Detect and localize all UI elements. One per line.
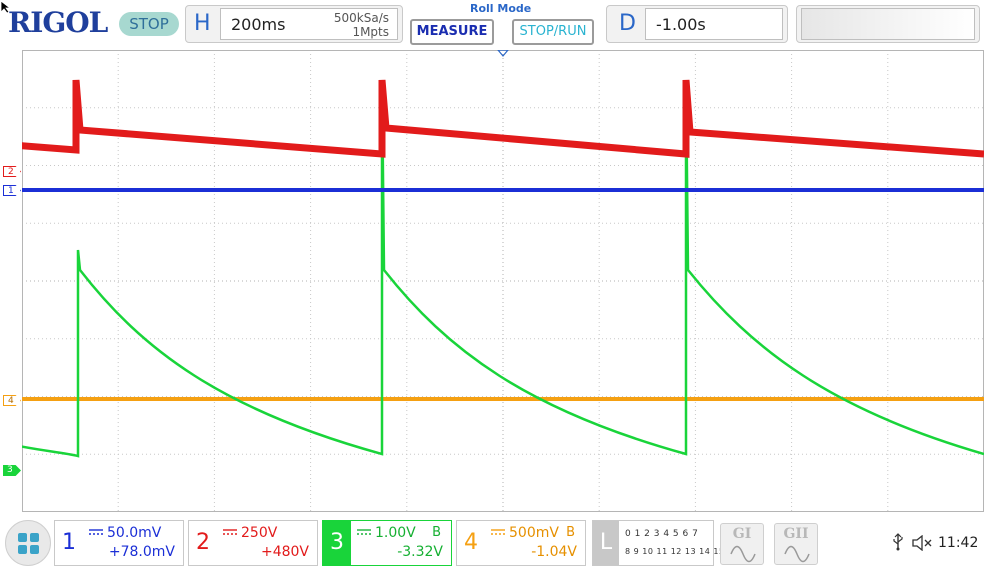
ch1-number: 1 — [62, 530, 76, 555]
system-clock: 11:42 — [938, 535, 979, 551]
logic-channels-row1: 0 1 2 3 4 5 6 7 — [625, 529, 699, 539]
ch3-scale: 1.00V — [375, 525, 416, 541]
delay-letter: D — [619, 11, 636, 36]
delay-panel[interactable]: D -1.00s — [606, 5, 788, 43]
dc-coupling-icon — [89, 529, 103, 535]
ch1-scale: 50.0mV — [107, 525, 162, 541]
graticule — [22, 50, 984, 512]
ch2-trace — [22, 79, 984, 158]
timebase-value: 200ms — [231, 15, 286, 34]
ch1-panel[interactable]: 1 50.0mV +78.0mV — [54, 520, 184, 566]
acquire-mode-label: Roll Mode — [470, 2, 532, 15]
speaker-muted-icon[interactable] — [912, 535, 934, 551]
ch4-offset: -1.04V — [531, 544, 577, 560]
logic-channels-row2: 8 9 10 11 12 13 14 15 — [625, 547, 725, 556]
generator-1-button[interactable]: GI — [720, 523, 764, 565]
delay-value: -1.00s — [656, 15, 706, 34]
ch3-marker[interactable]: 3 — [3, 465, 21, 476]
dc-coupling-icon — [357, 529, 371, 535]
ch4-panel[interactable]: 4 500mV B -1.04V — [456, 520, 586, 566]
top-status-bar: RIGOL STOP H 200ms 500kSa/s 1Mpts Roll M… — [0, 0, 984, 48]
usb-icon — [893, 533, 903, 551]
grid-menu-icon — [18, 533, 39, 554]
sample-rate: 500kSa/s — [333, 11, 389, 25]
ch2-marker[interactable]: 2 — [3, 166, 21, 177]
ch3-bandwidth-limit: B — [432, 525, 441, 540]
logic-analyzer-panel[interactable]: L 0 1 2 3 4 5 6 7 8 9 10 11 12 13 14 15 — [592, 520, 724, 566]
measure-button[interactable]: MEASURE — [410, 19, 494, 45]
memory-depth: 1Mpts — [352, 25, 389, 39]
trigger-position-icon — [497, 50, 509, 57]
logic-label: L — [593, 521, 619, 565]
ch2-offset: +480V — [260, 544, 309, 560]
ch2-number: 2 — [196, 530, 210, 555]
horizontal-panel[interactable]: H 200ms 500kSa/s 1Mpts — [185, 5, 403, 43]
sine-wave-icon — [730, 545, 756, 563]
ch3-offset: -3.32V — [397, 544, 443, 560]
horizontal-letter: H — [194, 11, 211, 36]
stop-run-button[interactable]: STOP/RUN — [512, 19, 594, 45]
ch2-panel[interactable]: 2 250V +480V — [188, 520, 318, 566]
timebase-box: 200ms 500kSa/s 1Mpts — [220, 8, 398, 40]
rigol-logo: RIGOL — [8, 6, 108, 39]
sine-wave-icon — [784, 545, 810, 563]
bottom-status-bar: 1 50.0mV +78.0mV 2 250V +480V 3 1.00V B … — [0, 517, 984, 572]
run-status-badge[interactable]: STOP — [119, 12, 179, 36]
home-menu-button[interactable] — [5, 520, 51, 566]
trigger-panel[interactable] — [796, 5, 980, 43]
dc-coupling-icon — [223, 529, 237, 535]
ch4-scale: 500mV — [509, 525, 559, 541]
ch4-bandwidth-limit: B — [566, 525, 575, 540]
ch3-trace — [22, 79, 984, 458]
trigger-box — [801, 8, 975, 40]
mouse-cursor-icon — [0, 0, 12, 14]
ch1-marker[interactable]: 1 — [3, 185, 21, 196]
generator-2-button[interactable]: GII — [774, 523, 818, 565]
waveform-display[interactable] — [22, 50, 984, 512]
generator-1-label: GI — [732, 526, 752, 542]
generator-2-label: GII — [783, 526, 809, 542]
ch4-number: 4 — [464, 530, 478, 555]
delay-box: -1.00s — [645, 8, 783, 40]
ch4-marker[interactable]: 4 — [3, 395, 21, 406]
ch3-number: 3 — [323, 521, 351, 565]
ch1-offset: +78.0mV — [108, 544, 175, 560]
ch3-panel[interactable]: 3 1.00V B -3.32V — [322, 520, 452, 566]
ch2-scale: 250V — [241, 525, 278, 541]
dc-coupling-icon — [491, 529, 505, 535]
